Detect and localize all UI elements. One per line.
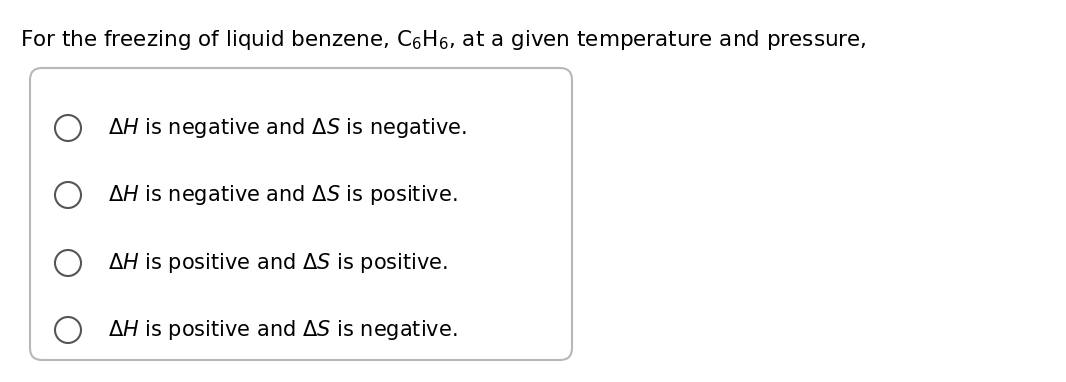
FancyBboxPatch shape: [30, 68, 572, 360]
Text: $\Delta H$ is negative and $\Delta S$ is positive.: $\Delta H$ is negative and $\Delta S$ is…: [108, 183, 457, 207]
Circle shape: [55, 317, 81, 343]
Circle shape: [55, 250, 81, 276]
Text: $\Delta H$ is positive and $\Delta S$ is negative.: $\Delta H$ is positive and $\Delta S$ is…: [108, 318, 457, 342]
Text: For the freezing of liquid benzene, $\mathregular{C_6H_6}$, at a given temperatu: For the freezing of liquid benzene, $\ma…: [20, 28, 867, 52]
Circle shape: [55, 182, 81, 208]
Text: $\Delta H$ is negative and $\Delta S$ is negative.: $\Delta H$ is negative and $\Delta S$ is…: [108, 116, 467, 140]
Text: $\Delta H$ is positive and $\Delta S$ is positive.: $\Delta H$ is positive and $\Delta S$ is…: [108, 251, 448, 275]
Circle shape: [55, 115, 81, 141]
